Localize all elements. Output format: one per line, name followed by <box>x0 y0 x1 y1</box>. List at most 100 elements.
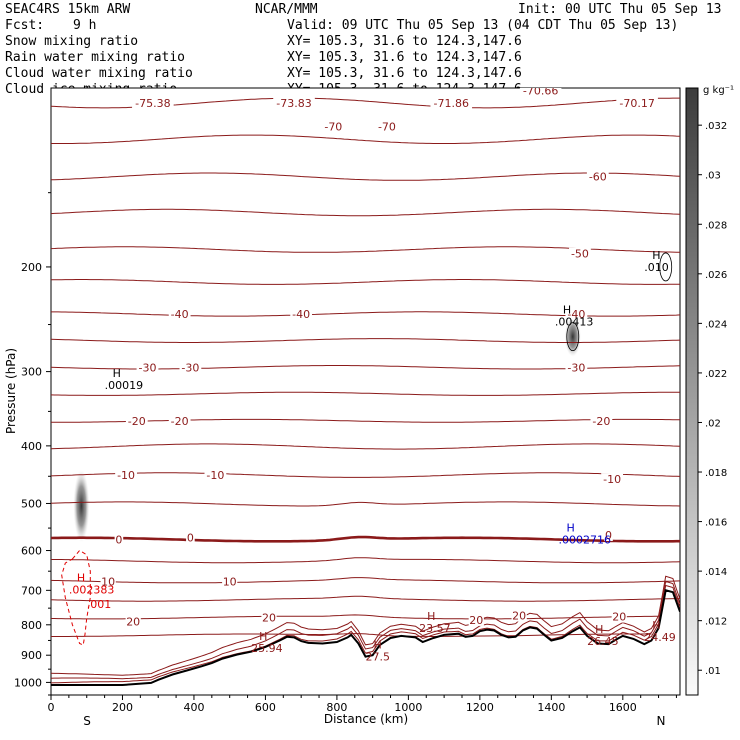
contour-label-text: -50 <box>571 248 589 261</box>
isotherm-line <box>51 633 652 637</box>
isotherm-line <box>51 535 680 543</box>
contour-label-text: -20 <box>171 415 189 428</box>
contour-label: 0 <box>186 531 195 544</box>
contour-label-text: 10 <box>223 575 237 588</box>
contour-label: -70.66 <box>519 85 562 98</box>
colorbar-tick-label: .024 <box>705 319 727 330</box>
contour-label-text: -10 <box>117 469 135 482</box>
end-label-south: S <box>83 714 91 728</box>
contour-label-bg <box>168 414 191 427</box>
extremum-value: .00019 <box>105 379 144 392</box>
contour-label: -75.38 <box>132 97 174 110</box>
contour-label-text: -10 <box>206 469 224 482</box>
header: SEAC4RS 15km ARW NCAR/MMM Init: 00 UTC T… <box>5 2 722 97</box>
contour-label-bg <box>519 88 562 97</box>
isotherm-line <box>51 595 680 602</box>
rain-contour-line <box>61 549 91 646</box>
contour-label-text: 0 <box>605 529 612 542</box>
snow-contour-1 <box>659 252 673 282</box>
extremum-value: 23.57 <box>419 622 451 635</box>
contour-label: -70 <box>376 120 398 133</box>
contour-label-bg <box>186 531 195 544</box>
field-xy-2: XY= 105.3, 31.6 to 124.3,147.6 <box>287 66 522 81</box>
isotherm-line <box>51 279 680 285</box>
colorbar-tick-label: .028 <box>705 220 727 231</box>
extremum-value: .0002716 <box>558 534 611 547</box>
contour-label: 0 <box>604 529 613 542</box>
isotherm-line <box>51 134 680 144</box>
contour-label-bg <box>322 120 345 133</box>
extremum-mark: H <box>259 630 267 643</box>
contour-label-text: 20 <box>512 610 526 623</box>
contour-label-text: -70 <box>324 120 342 133</box>
x-axis-label: Distance (km) <box>324 712 408 726</box>
contour-label: -30 <box>179 361 202 374</box>
contour-label: -40 <box>290 307 313 321</box>
field-name-0: Snow mixing ratio <box>5 34 138 49</box>
contour-label-text: 20 <box>612 611 626 624</box>
y-tick-label: 900 <box>21 649 42 662</box>
y-axis-label: Pressure (hPa) <box>4 348 18 434</box>
contour-label-bg <box>136 361 159 374</box>
contour-label: 20 <box>125 615 141 629</box>
colorbar-tick-label: .014 <box>705 567 727 578</box>
contour-label: -10 <box>204 469 227 482</box>
extremum-mark: H <box>566 522 574 535</box>
contour-label-bg <box>273 97 315 110</box>
x-tick-label: 1000 <box>394 701 422 714</box>
extremum-value: .00413 <box>555 315 594 328</box>
contour-label-bg <box>565 307 588 320</box>
y-tick-label: 600 <box>21 545 42 558</box>
extremum-value: 24.49 <box>644 631 676 644</box>
contour-label-text: 0 <box>115 534 122 547</box>
x-tick-label: 600 <box>255 701 276 714</box>
init-time: Init: 00 UTC Thu 05 Sep 13 <box>518 2 722 17</box>
contour-label-text: -40 <box>567 308 585 321</box>
contour-label-bg <box>590 414 613 427</box>
contour-label-text: -70.66 <box>523 85 558 98</box>
extremum-label: H.00413 <box>555 303 594 328</box>
y-axis: 200 300 400 500 600 700 800 900 1000 <box>14 192 51 696</box>
contour-label-text: -30 <box>139 361 157 374</box>
contour-label: 10 <box>222 575 238 588</box>
contour-label-text: -10 <box>603 473 621 486</box>
contour-label: 20 <box>511 609 527 623</box>
contour-label-text: -71.86 <box>434 97 469 110</box>
extremum-mark: H <box>374 639 382 652</box>
field-name-2: Cloud water mixing ratio <box>5 66 193 81</box>
valid-time: Valid: 09 UTC Thu 05 Sep 13 (04 CDT Thu … <box>287 18 678 33</box>
contour-label-bg <box>222 575 238 588</box>
x-tick-label: 1600 <box>609 701 637 714</box>
rain-water-contour <box>61 252 673 646</box>
contour-label-text: -40 <box>292 308 310 321</box>
contour-label-bg <box>125 615 141 628</box>
extremum-label: H.0002716 <box>558 522 611 547</box>
extrema-labels: H.00019H.00413H.010H.0002716H.002383.001… <box>69 249 676 664</box>
contour-label: 0 <box>114 533 124 547</box>
contour-label-bg <box>204 469 227 482</box>
contour-label: -50 <box>569 247 591 261</box>
extremum-value: .002383 <box>69 584 115 597</box>
y-tick-label: 200 <box>21 261 42 274</box>
contour-label-text: -70.17 <box>619 97 654 110</box>
x-tick-label: 1200 <box>466 701 494 714</box>
colorbar-tick-label: .032 <box>705 121 727 132</box>
field-xy-0: XY= 105.3, 31.6 to 124.3,147.6 <box>287 34 522 49</box>
contour-label-bg <box>616 97 658 110</box>
contour-label-text: -40 <box>171 308 189 321</box>
extremum-label: H.010 <box>644 249 669 274</box>
contour-label-text: 0 <box>187 531 194 544</box>
contour-label: -10 <box>601 473 623 486</box>
contour-label-bg <box>125 414 148 427</box>
contour-label-text: -20 <box>592 415 610 428</box>
colorbar-ramp <box>685 87 699 696</box>
cloud-ice-max-0 <box>73 470 90 543</box>
terrain-profile <box>51 589 680 686</box>
isotherm-line <box>51 501 680 507</box>
contour-label-bg <box>132 97 174 110</box>
contour-label-text: 20 <box>262 612 276 625</box>
contour-label-bg <box>468 613 484 626</box>
extremum-label: H.00019 <box>105 367 144 392</box>
isotherm-line <box>51 391 680 396</box>
